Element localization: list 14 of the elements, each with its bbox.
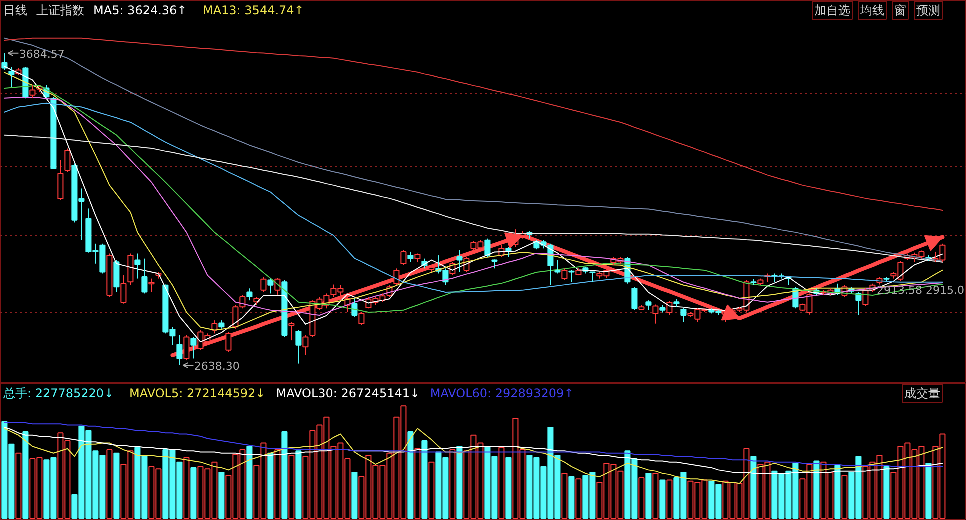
annotation: 窗	[894, 4, 906, 18]
text: MA13: 3544.74↑	[202, 4, 304, 18]
text: MAVOL30: 267245141↓	[276, 386, 420, 400]
annotation: 均线	[860, 4, 884, 18]
text: 2638.30	[194, 360, 240, 374]
chart-title: 日线	[4, 4, 28, 18]
annotation: 加自选	[814, 4, 850, 18]
chart-subtitle: 上证指数	[36, 4, 84, 18]
text: MAVOL60: 292893209↑	[430, 386, 574, 400]
annotation: 预测	[916, 4, 940, 18]
text: MA5: 3624.36↑	[94, 4, 188, 18]
text: 成交量	[904, 386, 940, 400]
series-label: 总手: 227785220↓	[2, 386, 114, 400]
text: MAVOL5: 272144592↓	[130, 386, 266, 400]
